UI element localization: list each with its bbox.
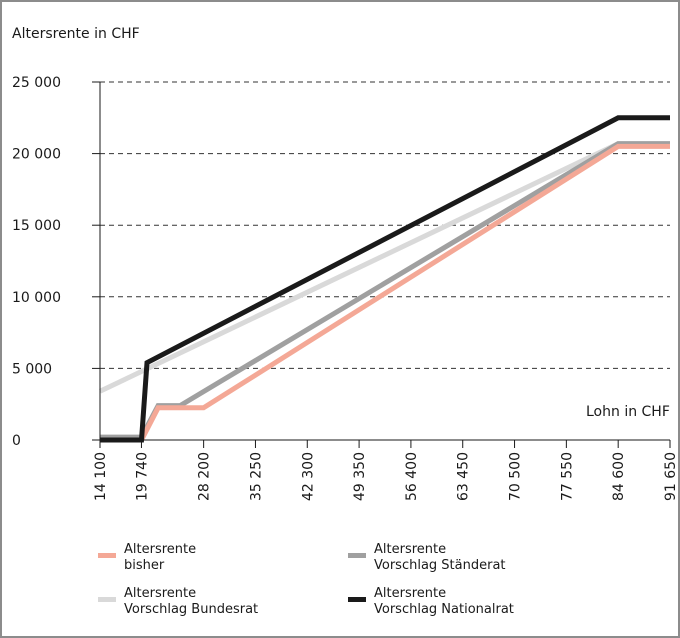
x-tick-label: 63 450 — [456, 452, 472, 501]
series-line-altersrente-vorschlag-bundesrat — [98, 141, 620, 394]
y-tick-label: 10 000 — [12, 290, 61, 306]
legend-label-bisher: Altersrente bisher — [124, 542, 197, 573]
legend-swatch-standerat — [348, 553, 366, 558]
x-tick-label: 56 400 — [404, 452, 420, 501]
legend-swatch-bundesrat — [98, 597, 116, 602]
x-tick-label: 91 650 — [663, 452, 678, 501]
x-tick-label: 49 350 — [352, 452, 368, 501]
y-tick-label: 5 000 — [12, 361, 52, 377]
axes: 0 5 000 10 000 15 000 20 000 25 000 14 100 19 7… — [12, 75, 678, 501]
x-axis-title: Lohn in CHF — [586, 404, 670, 420]
y-tick-label: 20 000 — [12, 147, 61, 163]
y-axis-title: Altersrente in CHF — [12, 26, 140, 42]
x-tick-label: 42 300 — [300, 452, 316, 501]
legend-swatch-nationalrat — [348, 597, 366, 602]
grid-lines — [100, 81, 670, 369]
x-tick-label: 35 250 — [248, 452, 264, 501]
legend-label-standerat: Altersrente Vorschlag Ständerat — [374, 542, 506, 573]
legend-label-nationalrat: Altersrente Vorschlag Nationalrat — [374, 586, 514, 617]
x-tick-label: 84 600 — [611, 452, 627, 501]
x-tick-label: 70 500 — [508, 452, 524, 501]
y-tick-label: 15 000 — [12, 218, 61, 234]
series-line-altersrente-bisher — [100, 143, 670, 443]
legend-item-bisher: Altersrente bisher — [98, 542, 196, 574]
x-tick-label: 28 200 — [197, 452, 213, 501]
legend-item-standerat: Altersrente Vorschlag Ständerat — [348, 542, 506, 574]
legend-label-bundesrat: Altersrente Vorschlag Bundesrat — [124, 586, 259, 617]
x-tick-label: 14 100 — [93, 452, 109, 501]
y-tick-label: 25 000 — [12, 75, 61, 91]
series-lines — [98, 115, 670, 443]
legend-item-nationalrat: Altersrente Vorschlag Nationalrat — [348, 586, 514, 618]
legend-item-bundesrat: Altersrente Vorschlag Bundesrat — [98, 586, 258, 618]
x-tick-label: 77 550 — [559, 452, 575, 501]
x-tick-label: 19 740 — [134, 452, 150, 501]
y-tick-label: 0 — [12, 433, 21, 449]
series-line-altersrente-vorschlag-st-nderat — [100, 141, 670, 440]
legend-swatch-bisher — [98, 553, 116, 558]
